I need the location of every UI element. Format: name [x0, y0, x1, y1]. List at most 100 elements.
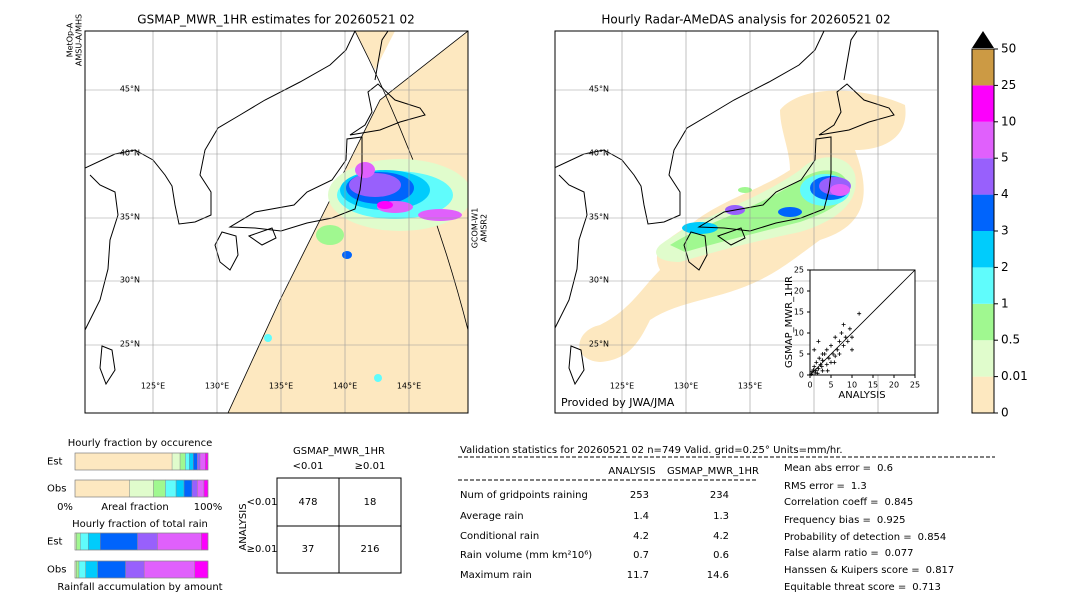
stat-value: 4.2 [713, 531, 729, 542]
score-value: 0.817 [926, 565, 955, 576]
column-label: ≥0.01 [355, 461, 386, 472]
panel-title: Hourly fraction of total rain [72, 519, 208, 530]
lon-label: 125°E [610, 382, 634, 391]
bar-segment [193, 452, 198, 471]
bar-segment [129, 479, 154, 498]
stat-value: 253 [630, 490, 649, 501]
point [817, 356, 822, 361]
table-title: GSMAP_MWR_1HR [293, 446, 385, 457]
point [847, 326, 852, 331]
stat-label: Conditional rain [460, 531, 539, 542]
bar-segment [74, 452, 173, 471]
colorbar-label: 0.5 [1001, 333, 1020, 347]
point [818, 362, 823, 367]
bar-segment [205, 452, 209, 471]
score-label: Correlation coeff = [784, 497, 879, 508]
point [850, 347, 854, 352]
colorbar-segment [972, 49, 994, 86]
stat-value: 0.7 [633, 550, 649, 561]
point [832, 360, 837, 365]
bar-segment [171, 452, 181, 471]
point [820, 352, 825, 356]
lat-label: 30°N [589, 276, 609, 285]
score-value: 0.6 [877, 463, 893, 474]
bar-segment [157, 532, 202, 551]
point [811, 367, 816, 372]
point [814, 360, 819, 365]
point [850, 335, 854, 340]
x-tick-label: 10 [847, 381, 857, 390]
lon-label: 125°E [141, 382, 165, 391]
row-label: ≥0.01 [247, 544, 278, 555]
bar-segment [201, 532, 209, 551]
point [837, 339, 842, 344]
axis-label: 0% [57, 502, 73, 513]
lon-label: 145°E [397, 382, 421, 391]
row-label: Obs [47, 565, 66, 576]
point [835, 347, 840, 352]
column-label: <0.01 [293, 461, 324, 472]
score-value: 0.077 [885, 548, 914, 559]
stat-value: 1.4 [633, 511, 649, 522]
point [829, 360, 833, 365]
bar-segment [153, 479, 166, 498]
bar-segment [203, 479, 209, 498]
point [833, 354, 838, 359]
score-label: RMS error = [784, 481, 845, 492]
stat-label: Average rain [460, 511, 524, 522]
satellite-label: MetOp-A [66, 22, 75, 57]
bar-segment [76, 560, 80, 579]
stat-value: 14.6 [707, 570, 729, 581]
axis-label: 100% [194, 502, 223, 513]
row-label: <0.01 [247, 497, 278, 508]
point [826, 356, 831, 361]
bar-segment [183, 479, 193, 498]
y-tick-label: 5 [799, 350, 804, 359]
bar-segment [78, 560, 86, 579]
point [816, 366, 821, 371]
colorbar-segment [972, 376, 994, 413]
lon-label: 130°E [205, 382, 229, 391]
bar-frame [74, 452, 209, 471]
x-tick-label: 25 [910, 381, 920, 390]
credit: Provided by JWA/JMA [561, 396, 675, 409]
point [857, 311, 862, 316]
lat-label: 40°N [589, 149, 609, 158]
point [809, 372, 814, 377]
colorbar-segment [972, 231, 994, 268]
stat-value: 11.7 [627, 570, 649, 581]
bar-segment [197, 479, 205, 498]
colorbar-segment [972, 340, 994, 377]
colorbar [971, 31, 998, 414]
x-tick-label: 0 [807, 381, 812, 390]
colorbar-segment [972, 121, 994, 159]
colorbar-segment [972, 85, 994, 122]
point [813, 368, 818, 373]
stats-header: Validation statistics for 20260521 02 n=… [460, 445, 843, 456]
colorbar-label: 0 [1001, 406, 1009, 420]
bar-frame [74, 560, 209, 579]
bar-segment [85, 560, 98, 579]
lon-label: 130°E [674, 382, 698, 391]
y-tick-label: 25 [794, 266, 804, 275]
bar-segment [194, 560, 209, 579]
row-label: Est [47, 537, 63, 548]
right-map [554, 30, 939, 414]
axis-label: Areal fraction [101, 502, 168, 513]
left-map [84, 30, 469, 414]
point [819, 364, 824, 369]
stat-label: Num of gridpoints raining [460, 490, 588, 501]
point [824, 347, 829, 352]
lon-label: 135°E [738, 382, 762, 391]
colorbar-label: 50 [1001, 42, 1016, 56]
colorbar-label: 10 [1001, 114, 1016, 128]
lat-label: 45°N [120, 85, 140, 94]
cell-value: 216 [360, 544, 379, 555]
point [812, 347, 817, 352]
colorbar-label: 5 [1001, 151, 1009, 165]
axis-label: Rainfall accumulation by amount [57, 582, 222, 593]
lat-label: 35°N [120, 213, 140, 222]
scatter-inset [807, 269, 916, 378]
bar-segment [189, 452, 194, 471]
